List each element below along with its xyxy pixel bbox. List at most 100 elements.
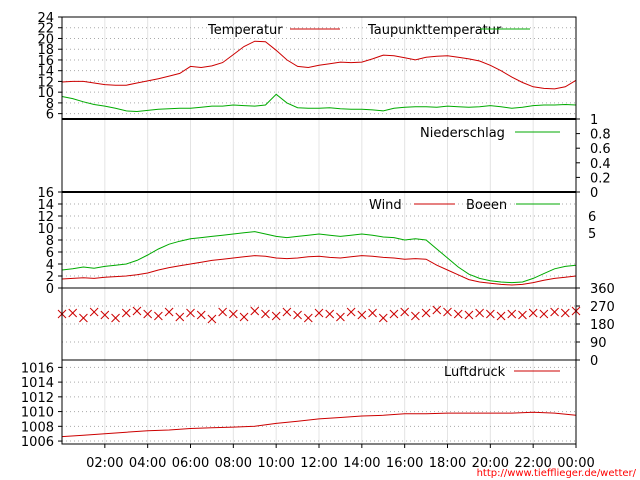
wind-y-tick-label: 14 xyxy=(37,198,54,213)
wind-direction-point xyxy=(293,310,302,320)
pressure-series-line xyxy=(61,411,577,438)
wind-direction-point xyxy=(411,311,420,321)
cross-stroke xyxy=(207,314,217,324)
cross-stroke xyxy=(164,307,174,317)
temperature-y-tick-label: 10 xyxy=(37,86,54,101)
cross-stroke xyxy=(507,309,517,319)
wind_direction-y-tick-label: 180 xyxy=(590,318,615,333)
cross-stroke xyxy=(400,307,410,317)
cross-stroke xyxy=(411,311,420,321)
cross-stroke xyxy=(282,307,292,317)
wind-direction-point xyxy=(121,308,131,318)
cross-stroke xyxy=(550,307,559,317)
wind-direction-point xyxy=(175,312,185,322)
wind-direction-point xyxy=(485,309,495,319)
wind-direction-point xyxy=(271,311,281,321)
cross-stroke xyxy=(271,311,281,321)
wind-direction-point xyxy=(453,309,463,319)
wind-y-tick-label: 10 xyxy=(37,222,54,237)
wind-direction-point xyxy=(518,310,527,320)
cross-stroke xyxy=(100,310,110,320)
temperature-y-tick-label: 22 xyxy=(37,22,54,37)
cross-stroke xyxy=(368,308,377,318)
wind-direction-point xyxy=(111,313,120,323)
wind-direction-point xyxy=(164,307,174,317)
cross-stroke xyxy=(560,308,570,318)
wind-direction-point xyxy=(368,308,377,318)
temperature-y-tick-label: 20 xyxy=(37,32,54,47)
wind-direction-point xyxy=(314,308,324,318)
wind-direction-point xyxy=(346,307,356,317)
wind-direction-point xyxy=(550,307,559,317)
wind-direction-point xyxy=(207,314,217,324)
cross-stroke xyxy=(464,310,474,320)
cross-stroke xyxy=(79,313,88,323)
cross-stroke xyxy=(261,309,270,319)
cross-stroke xyxy=(186,308,195,318)
wind-direction-point xyxy=(196,310,206,320)
cross-stroke xyxy=(250,306,260,316)
wind-y-tick-label: 16 xyxy=(37,186,54,201)
x-tick-label: 12:00 xyxy=(300,456,337,471)
cross-stroke xyxy=(518,310,527,320)
x-tick-label: 08:00 xyxy=(215,456,252,471)
wind-y-tick-label: 2 xyxy=(46,270,54,285)
temperature-legend-label: Temperatur xyxy=(207,23,283,38)
x-tick-label: 06:00 xyxy=(172,456,209,471)
wind-direction-point xyxy=(79,313,88,323)
cross-stroke xyxy=(336,312,345,322)
x-tick-label: 22:00 xyxy=(514,456,551,471)
x-tick-label: 14:00 xyxy=(343,456,380,471)
pressure-y-tick-label: 1016 xyxy=(21,361,54,376)
cross-stroke xyxy=(111,313,120,323)
cross-stroke xyxy=(496,311,506,321)
temperature-y-tick-label: 14 xyxy=(37,65,54,80)
wind-direction-point xyxy=(186,308,195,318)
x-tick-label: 02:00 xyxy=(86,456,123,471)
cross-stroke xyxy=(68,308,78,318)
wind-series-line xyxy=(61,255,577,286)
cross-stroke xyxy=(239,312,249,322)
wind-direction-point xyxy=(250,306,260,316)
cross-stroke xyxy=(389,309,399,319)
wind-direction-point xyxy=(154,311,163,321)
wind_direction-y-tick-label: 360 xyxy=(590,282,615,297)
cross-stroke xyxy=(357,310,367,320)
pressure-y-tick-label: 1010 xyxy=(21,406,54,421)
wind-direction-point xyxy=(443,307,452,317)
temperature-y-tick-label: 12 xyxy=(37,75,54,90)
wind-direction-point xyxy=(539,309,549,319)
precipitation-y-tick-label: 0.8 xyxy=(590,128,611,143)
x-tick-label: 00:00 xyxy=(557,456,594,471)
temperature-series-line xyxy=(61,40,577,90)
wind-legend-label: Boeen xyxy=(466,198,507,213)
grid-layer xyxy=(62,17,576,444)
pressure-y-tick-label: 1014 xyxy=(21,376,54,391)
wind-direction-point xyxy=(336,312,345,322)
wind-direction-point xyxy=(389,309,399,319)
wind-direction-point xyxy=(303,313,313,323)
wind-direction-point xyxy=(228,309,238,319)
cross-stroke xyxy=(175,312,185,322)
x-tick-label: 04:00 xyxy=(129,456,166,471)
wind-direction-point xyxy=(325,309,335,319)
wind-y-tick-label: 4 xyxy=(46,258,54,273)
cross-stroke xyxy=(121,308,131,318)
frame-layer xyxy=(58,16,580,448)
wind-y-tick-label: 8 xyxy=(46,234,54,249)
cross-stroke xyxy=(314,308,324,318)
precipitation-y-tick-label: 1 xyxy=(590,113,598,128)
cross-stroke xyxy=(485,309,495,319)
cross-stroke xyxy=(421,308,431,318)
wind-direction-point xyxy=(100,310,110,320)
x-tick-label: 18:00 xyxy=(429,456,466,471)
cross-stroke xyxy=(453,309,463,319)
cross-stroke xyxy=(346,307,356,317)
temperature-y-tick-label: 6 xyxy=(46,108,54,123)
wind-direction-point xyxy=(421,308,431,318)
wind-direction-point xyxy=(496,311,506,321)
temperature-y-tick-label: 8 xyxy=(46,97,54,112)
wind_direction-y-tick-label: 270 xyxy=(590,300,615,315)
precipitation-y-tick-label: 0.2 xyxy=(590,171,611,186)
